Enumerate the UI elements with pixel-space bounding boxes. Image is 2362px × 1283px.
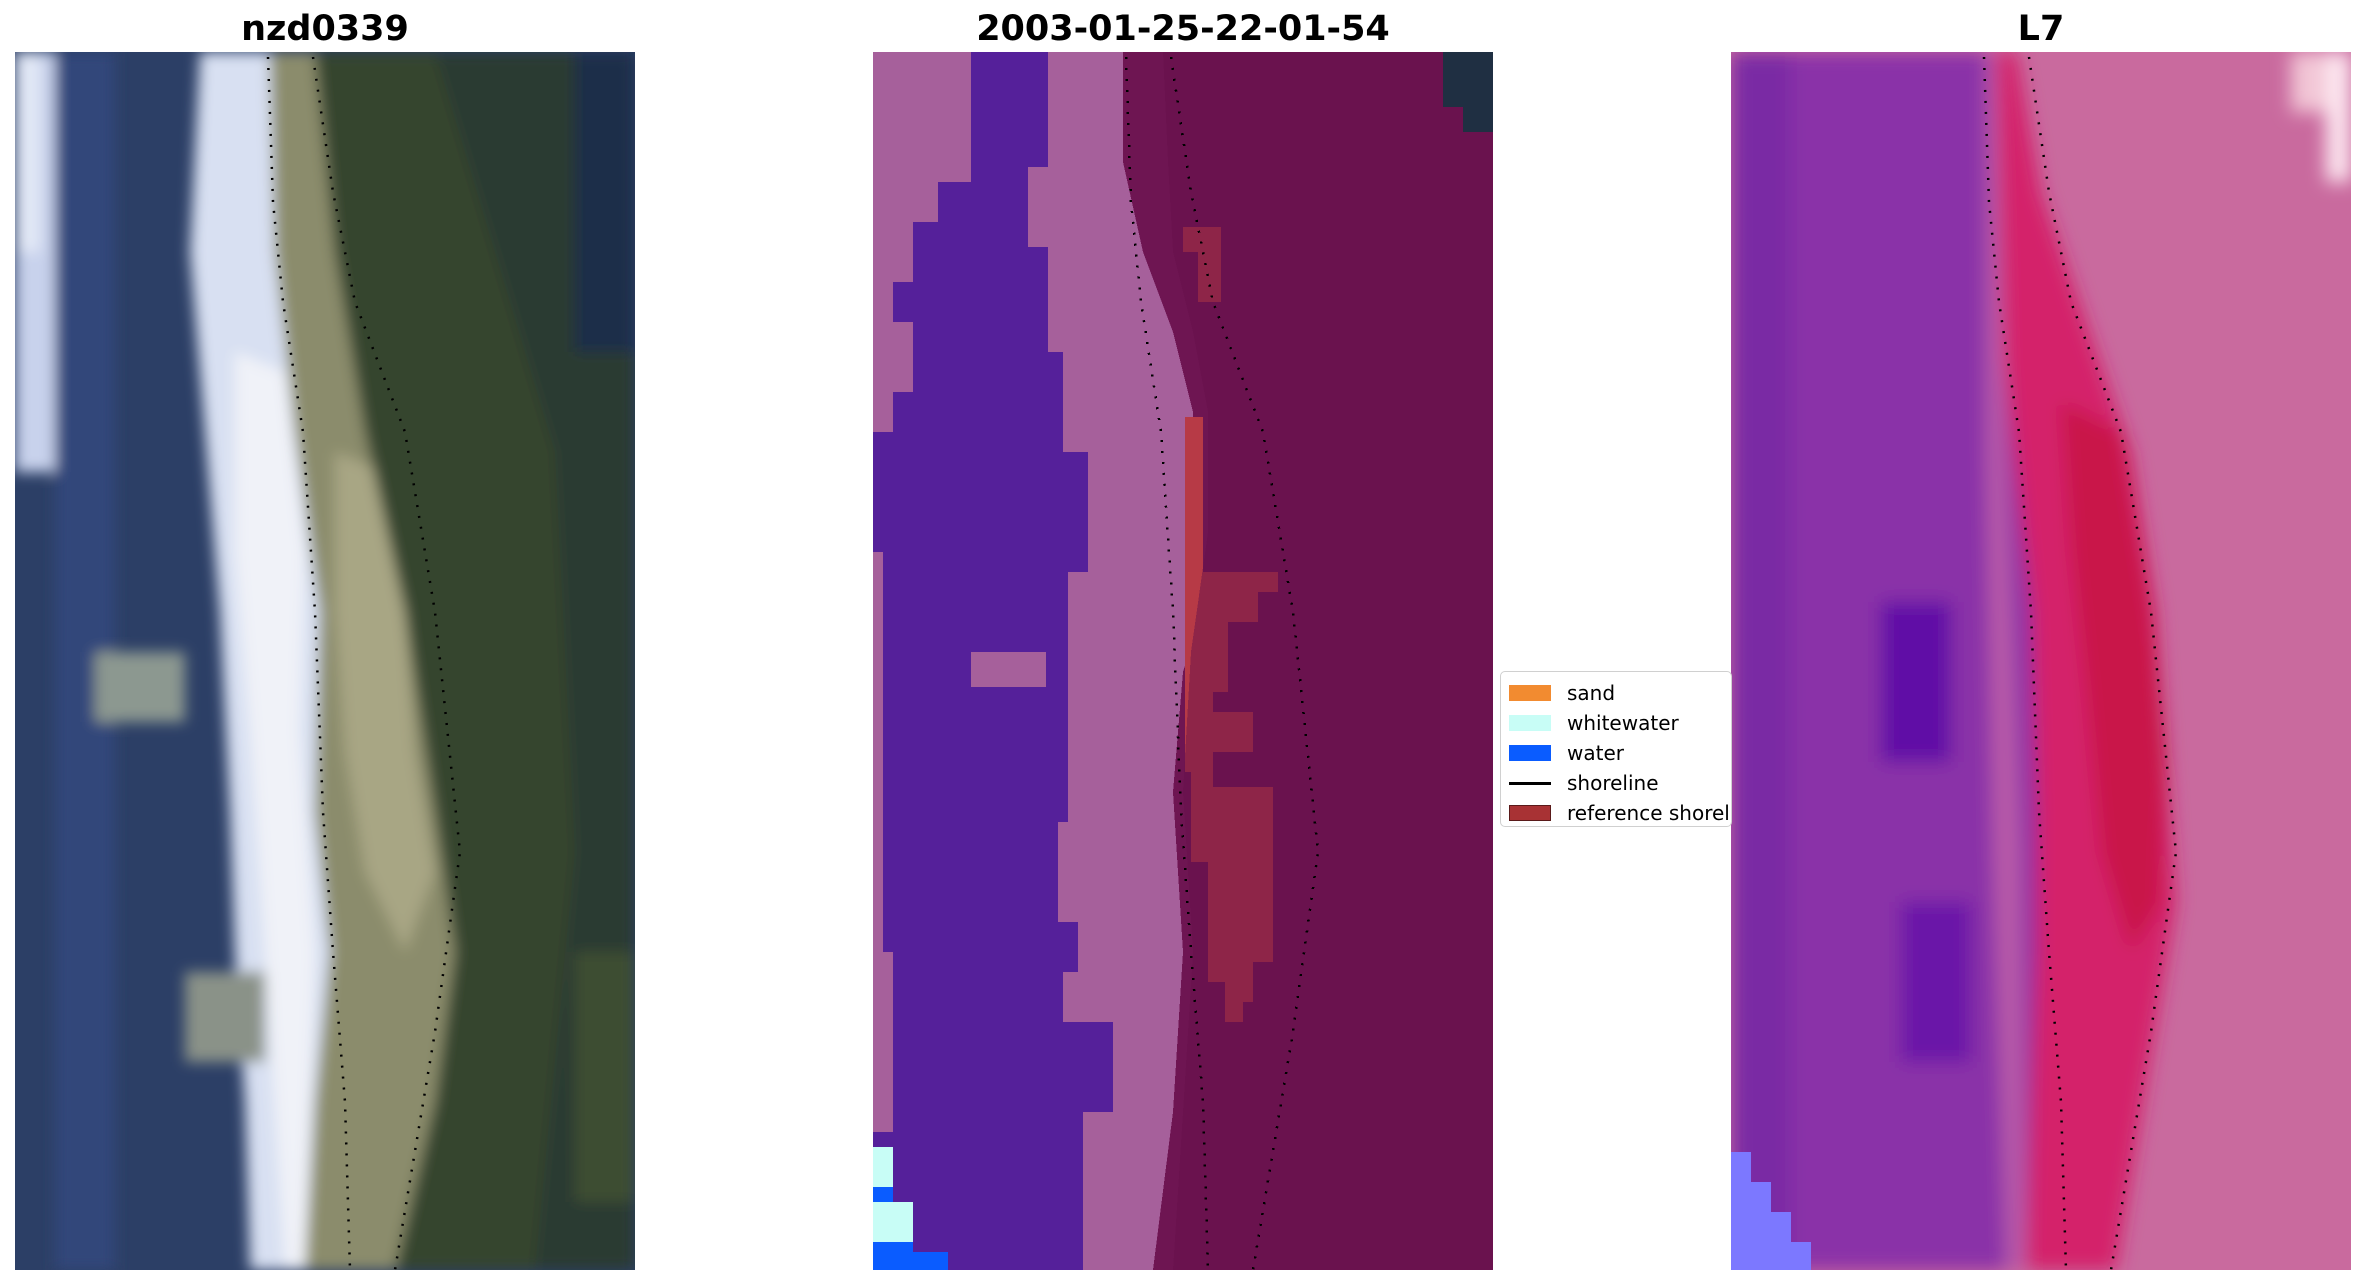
legend-label: reference shoreline [1567,801,1731,825]
legend-item-shoreline: shoreline [1509,770,1659,796]
legend-label: shoreline [1567,771,1659,795]
legend-label: whitewater [1567,711,1679,735]
legend-item-sand: sand [1509,680,1615,706]
water-swatch [1509,745,1551,761]
panel-title-index: L7 [2017,9,2065,49]
reference-shoreline-path [311,56,462,1270]
legend-item-whitewater: whitewater [1509,710,1679,736]
legend-item-reference-shoreline: reference shoreline [1509,800,1731,826]
panel-title-rgb: nzd0339 [241,9,409,49]
legend: sand whitewater water shoreline referenc… [1500,671,1732,827]
legend-label: water [1567,741,1624,765]
whitewater-swatch [1509,715,1551,731]
reference-shoreline-path [2027,56,2178,1270]
index-image-panel [1731,52,2351,1270]
classified-image-panel [873,52,1493,1270]
classified-image [873,52,1493,1270]
legend-label: sand [1567,681,1616,705]
panel-title-classified: 2003-01-25-22-01-54 [976,9,1390,49]
shoreline-line-swatch [1509,781,1551,785]
rgb-image [15,52,635,1270]
water-pixels-index [1731,1152,1811,1270]
sand-swatch [1509,685,1551,701]
index-image [1731,52,2351,1270]
reference-shoreline-path [1169,56,1320,1270]
legend-item-water: water [1509,740,1624,766]
water-pixels [873,1187,948,1270]
rgb-image-panel [15,52,635,1270]
reference-shoreline-swatch [1509,805,1551,821]
whitewater-pixels [873,1147,913,1242]
